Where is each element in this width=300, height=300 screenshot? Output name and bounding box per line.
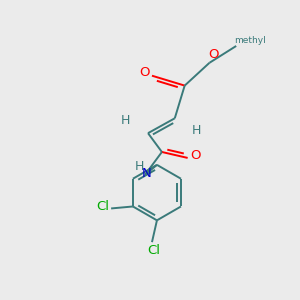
Text: O: O	[190, 149, 201, 162]
Text: O: O	[208, 48, 219, 62]
Text: O: O	[139, 66, 149, 79]
Text: Cl: Cl	[97, 200, 110, 213]
Text: H: H	[121, 114, 130, 127]
Text: methyl: methyl	[234, 35, 266, 44]
Text: Cl: Cl	[148, 244, 160, 256]
Text: N: N	[142, 167, 152, 180]
Text: H: H	[192, 124, 201, 137]
Text: H: H	[134, 160, 144, 173]
